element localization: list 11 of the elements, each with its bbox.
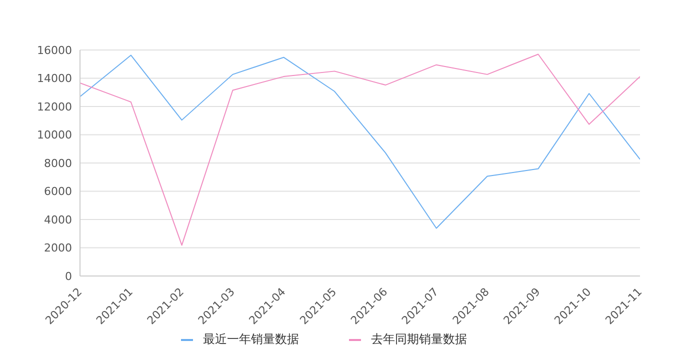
y-tick-label: 10000 bbox=[37, 128, 72, 142]
y-tick-label: 2000 bbox=[44, 242, 72, 255]
y-tick-label: 6000 bbox=[44, 185, 72, 198]
y-tick-label: 0 bbox=[65, 270, 72, 283]
legend-label: 去年同期销量数据 bbox=[370, 331, 467, 348]
legend-label: 最近一年销量数据 bbox=[202, 331, 299, 348]
y-tick-label: 14000 bbox=[37, 72, 72, 86]
y-tick-label: 16000 bbox=[37, 44, 72, 57]
y-tick-label: 12000 bbox=[37, 100, 72, 114]
y-tick-label: 8000 bbox=[44, 156, 72, 170]
y-tick-label: 4000 bbox=[44, 213, 72, 226]
